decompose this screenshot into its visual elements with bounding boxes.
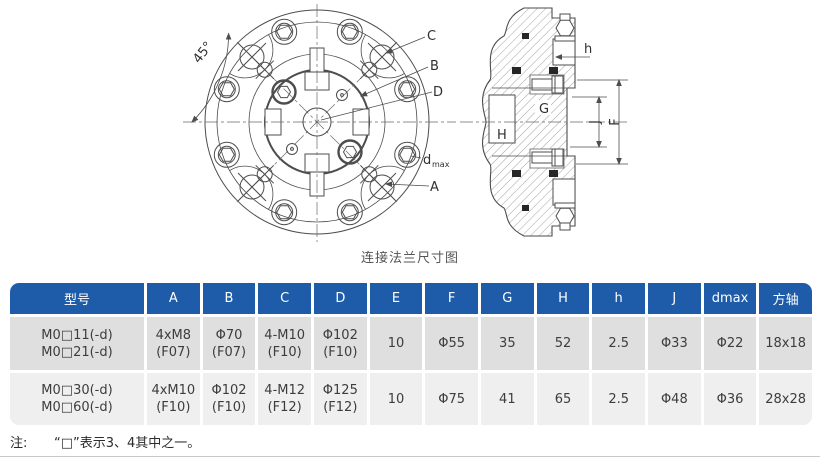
footnote-prefix: 注: xyxy=(10,436,28,451)
seals xyxy=(512,33,558,211)
header-cell-model: 型号 xyxy=(10,283,144,314)
label-D: D xyxy=(433,85,443,100)
label-C: C xyxy=(427,29,436,44)
table-cell: Φ55 xyxy=(425,317,478,370)
header-cell-shaft: 方轴 xyxy=(759,283,812,314)
table-cell: Φ33 xyxy=(648,317,701,370)
label-A: A xyxy=(430,180,439,195)
label-J: J xyxy=(588,120,603,125)
table-cell: 2.5 xyxy=(592,317,645,370)
header-cell-H: H xyxy=(536,283,590,314)
spec-table: 型号 A B C D E F G H h J dmax 方轴 M0□11(-d)… xyxy=(10,283,812,425)
table-cell: Φ48 xyxy=(648,373,701,425)
table-cell-model: M0□30(-d) M0□60(-d) xyxy=(10,373,144,425)
leader-lines xyxy=(320,36,433,188)
label-H: H xyxy=(497,128,507,143)
table-cell: 10 xyxy=(369,317,423,370)
header-cell-h: h xyxy=(592,283,645,314)
flange-section-view-drawing: h G H J F xyxy=(460,7,630,237)
model-line: M0□21(-d) xyxy=(41,344,113,360)
table-cell-model: M0□11(-d) M0□21(-d) xyxy=(10,317,144,370)
flange-hex-bolts xyxy=(554,13,576,231)
table-cell: 28x28 xyxy=(759,373,812,425)
table-cell: 4-M12 (F12) xyxy=(258,373,311,425)
header-cell-A: A xyxy=(147,283,200,314)
header-cell-dmax: dmax xyxy=(703,283,757,314)
model-line: M0□30(-d) xyxy=(41,383,113,398)
table-cell: 41 xyxy=(481,373,534,425)
header-cell-B: B xyxy=(202,283,256,314)
table-cell: 35 xyxy=(481,317,534,370)
table-cell: Φ102 (F10) xyxy=(202,373,256,425)
bottom-divider xyxy=(0,456,820,457)
table-cell: 2.5 xyxy=(592,373,645,425)
header-cell-G: G xyxy=(481,283,534,314)
table-cell: Φ125 (F12) xyxy=(314,373,367,425)
table-cell: Φ70 (F07) xyxy=(202,317,256,370)
label-F: F xyxy=(608,118,623,125)
label-dmax: d xyxy=(423,153,431,168)
table-cell: Φ102 (F10) xyxy=(314,317,367,370)
flange-outline xyxy=(183,4,456,242)
table-cell: 10 xyxy=(369,373,423,425)
label-dmax-sub: max xyxy=(432,160,450,169)
hub-bolts xyxy=(271,79,363,165)
table-cell: 4xM10 (F10) xyxy=(147,373,200,425)
flange-front-view-drawing: 45° C B D d max A xyxy=(183,4,456,242)
model-line: M0□11(-d) xyxy=(41,327,113,343)
table-cell: Φ75 xyxy=(425,373,478,425)
label-h: h xyxy=(584,42,592,57)
header-cell-E: E xyxy=(369,283,423,314)
label-G: G xyxy=(539,102,549,117)
angle-45-label: 45° xyxy=(190,39,216,66)
header-cell-C: C xyxy=(258,283,311,314)
table-cell: 4-M10 (F10) xyxy=(258,317,311,370)
footnote-text: “□”表示3、4其中之一。 xyxy=(54,436,201,451)
header-cell-D: D xyxy=(314,283,367,314)
section-dimensions xyxy=(554,54,628,166)
table-cell: 4xM8 (F07) xyxy=(147,317,200,370)
header-cell-F: F xyxy=(425,283,478,314)
header-cell-J: J xyxy=(648,283,701,314)
table-cell: 52 xyxy=(536,317,590,370)
clamp-screws xyxy=(531,75,564,167)
table-cell: 18x18 xyxy=(759,317,812,370)
table-cell: Φ36 xyxy=(703,373,757,425)
model-line: M0□60(-d) xyxy=(41,400,113,415)
table-cell: Φ22 xyxy=(703,317,757,370)
diagram-caption: 连接法兰尺寸图 xyxy=(360,251,459,266)
footnote: 注: “□”表示3、4其中之一。 xyxy=(10,432,200,451)
table-cell: 65 xyxy=(536,373,590,425)
label-B: B xyxy=(430,59,439,74)
